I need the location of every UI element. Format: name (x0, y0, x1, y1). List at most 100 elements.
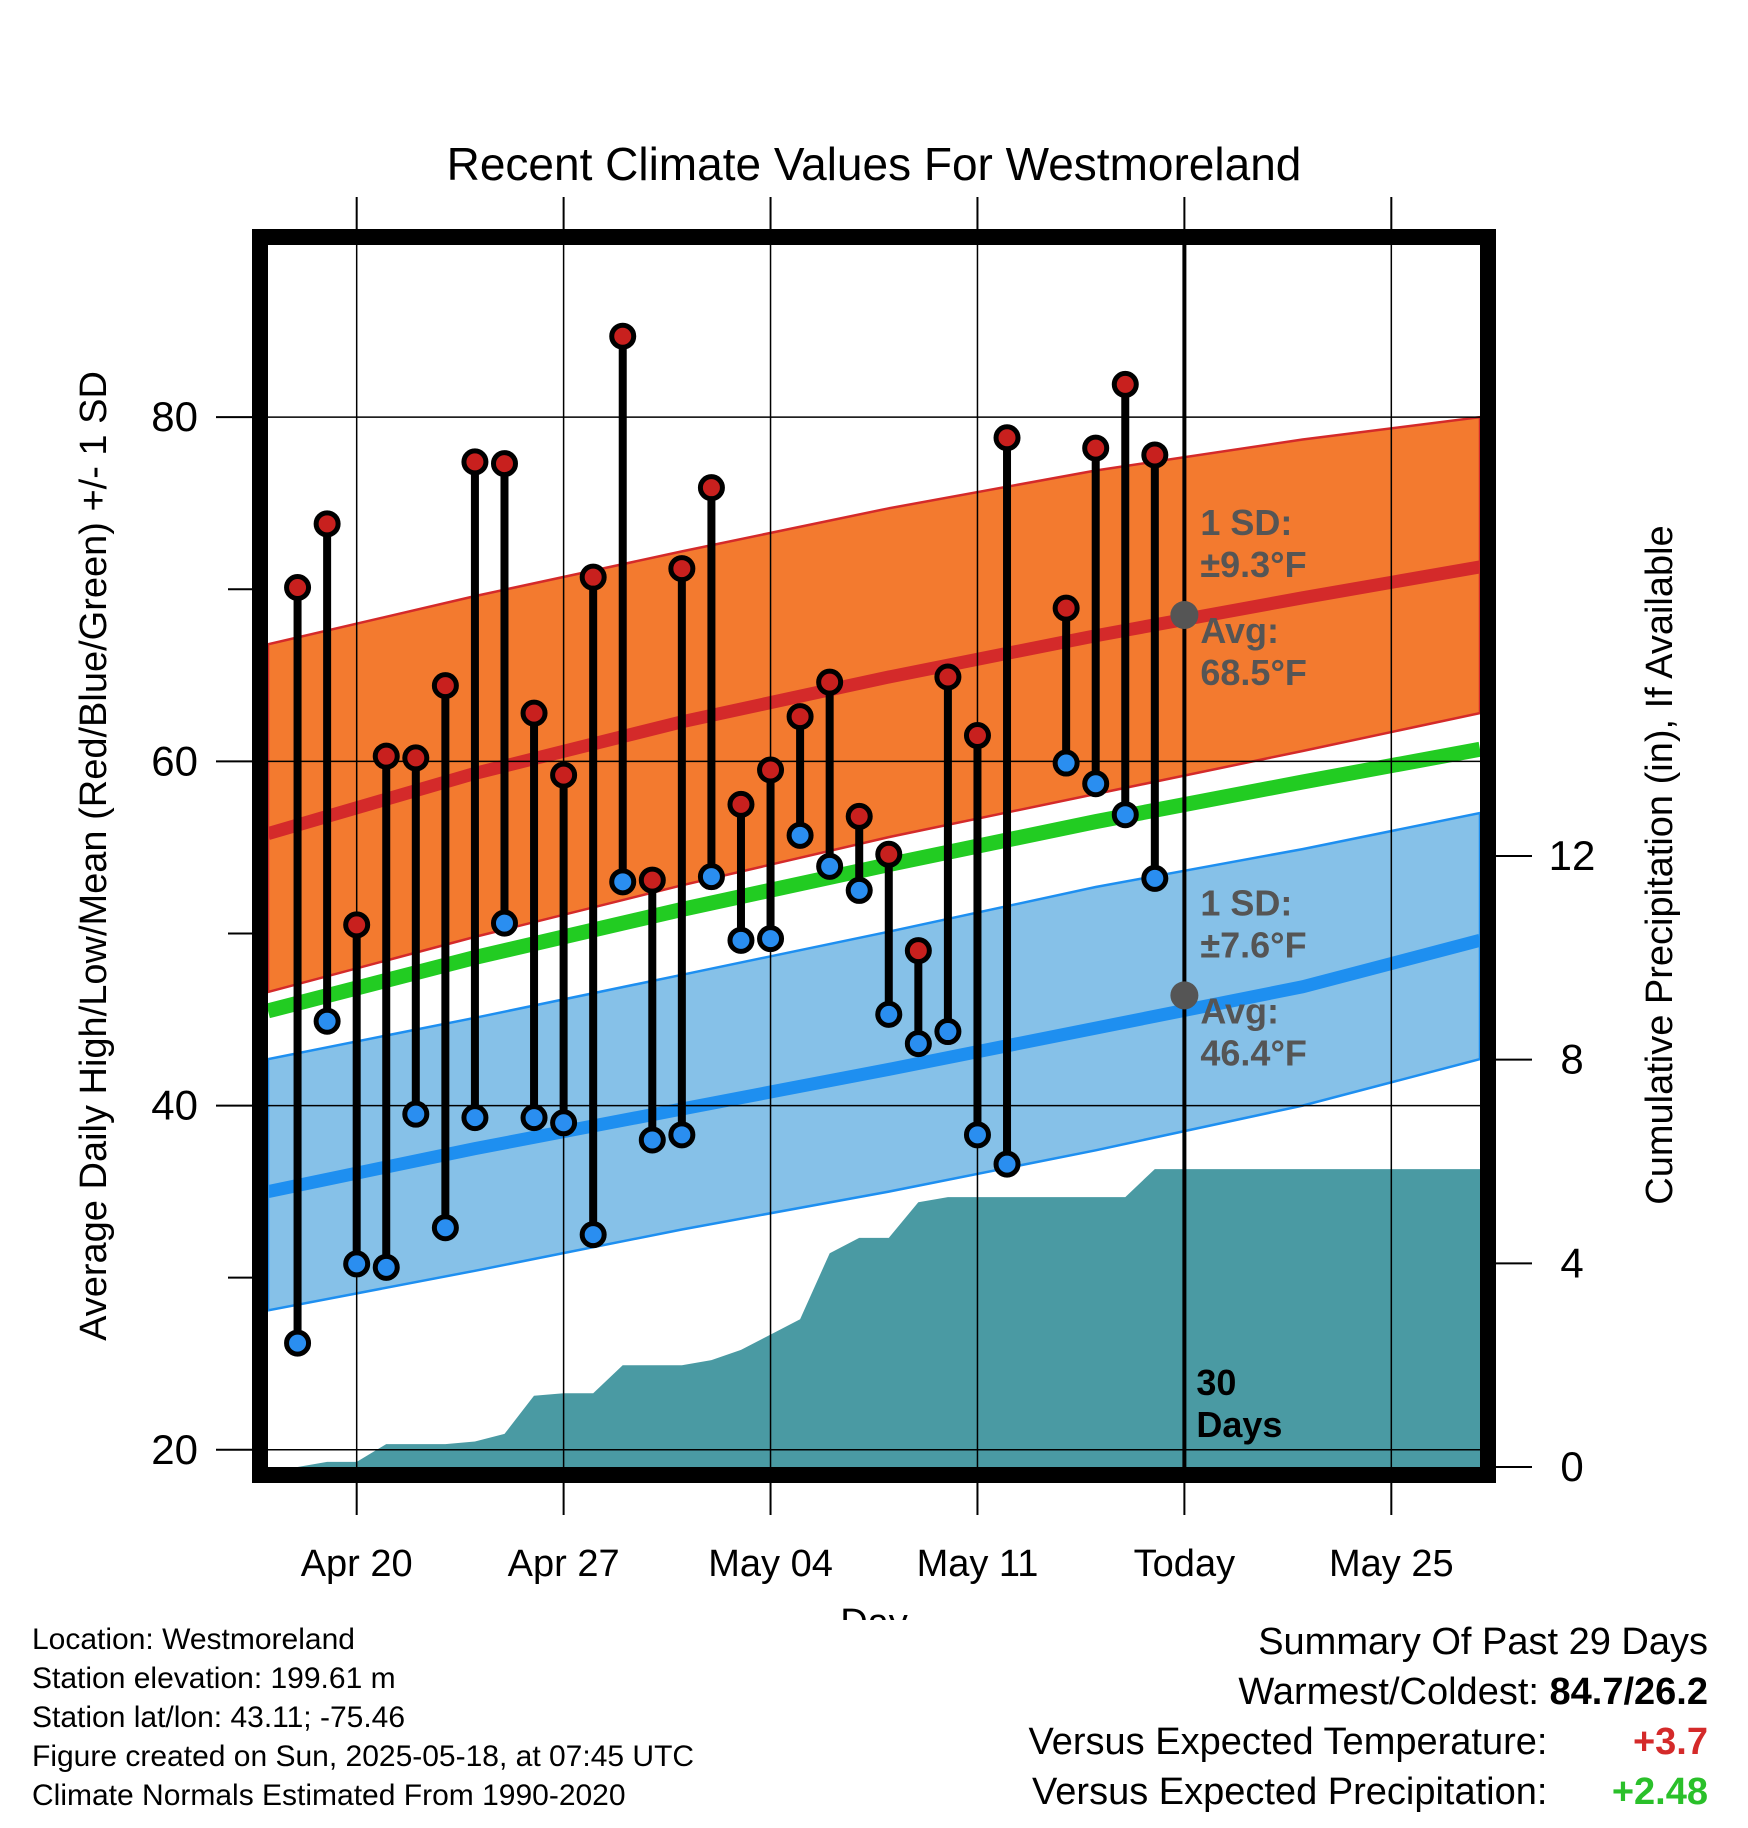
high-point (284, 574, 312, 602)
high-point (1082, 434, 1110, 462)
low-point (402, 1100, 430, 1128)
temp-departure-value: +3.7 (1632, 1721, 1708, 1763)
high-point (550, 761, 578, 789)
high-point (845, 802, 873, 830)
chart-title: Recent Climate Values For Westmoreland (447, 138, 1302, 190)
low-point (550, 1109, 578, 1137)
x-tick-label: May 25 (1329, 1543, 1454, 1585)
low-point (1111, 801, 1139, 829)
high-point (490, 450, 518, 478)
low-point (1141, 864, 1169, 892)
summary-warmest-row: Warmest/Coldest: 84.7/26.2 (1029, 1667, 1708, 1717)
low-point (372, 1253, 400, 1281)
y-tick-label: 40 (151, 1082, 198, 1129)
low-point (490, 909, 518, 937)
plot-frame (252, 229, 1496, 1483)
y-tick-label: 20 (151, 1426, 198, 1473)
low-point (727, 926, 755, 954)
high-point (875, 840, 903, 868)
high-point (963, 722, 991, 750)
low-point (1052, 749, 1080, 777)
figure-created: Figure created on Sun, 2025-05-18, at 07… (32, 1740, 695, 1773)
low-point (697, 863, 725, 891)
high-point (313, 510, 341, 538)
low-point (757, 925, 785, 953)
low-sd-value: ±7.6°F (1200, 924, 1306, 965)
low-sd-label: 1 SD: (1200, 882, 1292, 923)
today-high-avg-marker (1170, 601, 1199, 630)
high-sd-label: 1 SD: (1200, 502, 1292, 543)
low-point (1082, 770, 1110, 798)
high-point (402, 744, 430, 772)
high-point (668, 555, 696, 583)
station-location: Location: Westmoreland (32, 1623, 355, 1656)
low-point (284, 1329, 312, 1357)
high-sd-band (268, 415, 1480, 994)
climate-chart: Recent Climate Values For Westmoreland 1… (73, 138, 1681, 1620)
low-point (313, 1007, 341, 1035)
high-point (461, 448, 489, 476)
low-point (934, 1018, 962, 1046)
y2-tick-label: 4 (1560, 1239, 1583, 1286)
low-point (816, 852, 844, 880)
high-point (520, 699, 548, 727)
today-days-label: Days (1196, 1404, 1282, 1445)
x-tick-label: Apr 20 (301, 1543, 413, 1585)
station-elevation: Station elevation: 199.61 m (32, 1662, 396, 1695)
precip-area (268, 1169, 1480, 1467)
low-point (579, 1221, 607, 1249)
warmest-coldest-value: 84.7/26.2 (1549, 1671, 1708, 1713)
high-avg-value: 68.5°F (1200, 652, 1306, 693)
high-sd-value: ±9.3°F (1200, 544, 1306, 585)
high-point (757, 756, 785, 784)
low-point (638, 1126, 666, 1154)
station-info: Location: Westmoreland Station elevation… (32, 1620, 694, 1815)
high-point (1111, 370, 1139, 398)
x-tick-label: Today (1134, 1543, 1235, 1585)
high-point (934, 663, 962, 691)
y2-tick-label: 0 (1560, 1443, 1583, 1490)
x-tick-label: Apr 27 (508, 1543, 620, 1585)
high-point (579, 563, 607, 591)
low-point (875, 1000, 903, 1028)
low-mean-line (268, 934, 1480, 1198)
x-tick-label: May 04 (708, 1543, 833, 1585)
summary-title: Summary Of Past 29 Days (1258, 1621, 1708, 1663)
high-point (638, 866, 666, 894)
low-sd-band (268, 811, 1480, 1312)
summary-panel: Summary Of Past 29 Days Warmest/Coldest:… (1029, 1617, 1708, 1817)
precip-departure-value: +2.48 (1611, 1771, 1708, 1813)
axes: 20 40 60 80 0 4 8 12 Apr 20 Apr 27 May 04 May 11 Tod… (73, 197, 1681, 1620)
warmest-coldest-label: Warmest/Coldest: (1238, 1671, 1539, 1713)
high-point (816, 668, 844, 696)
high-point (697, 474, 725, 502)
y2-axis-title: Cumulative Precipitation (in), If Availa… (1639, 525, 1681, 1204)
x-axis-title: Day (840, 1602, 908, 1620)
summary-temp-row: Versus Expected Temperature: +3.7 (1029, 1717, 1708, 1767)
y-axis-title: Average Daily High/Low/Mean (Red/Blue/Gr… (73, 371, 115, 1341)
low-point (343, 1250, 371, 1278)
high-point (372, 742, 400, 770)
low-avg-label: Avg: (1200, 990, 1279, 1031)
temp-departure-label: Versus Expected Temperature: (1028, 1721, 1548, 1763)
high-point (343, 911, 371, 939)
high-point (1141, 441, 1169, 469)
precip-departure-label: Versus Expected Precipitation: (1032, 1771, 1548, 1813)
low-point (845, 876, 873, 904)
x-tick-label: May 11 (917, 1543, 1039, 1585)
high-point (904, 937, 932, 965)
y2-tick-label: 12 (1549, 832, 1596, 879)
today-days-count: 30 (1196, 1362, 1236, 1403)
station-latlon: Station lat/lon: 43.11; -75.46 (32, 1701, 406, 1734)
low-point (520, 1104, 548, 1132)
high-point (993, 424, 1021, 452)
low-point (786, 821, 814, 849)
low-point (461, 1104, 489, 1132)
low-point (904, 1030, 932, 1058)
high-point (1052, 594, 1080, 622)
today-low-avg-marker (1170, 981, 1199, 1010)
high-point (727, 790, 755, 818)
high-point (786, 703, 814, 731)
low-point (963, 1121, 991, 1149)
